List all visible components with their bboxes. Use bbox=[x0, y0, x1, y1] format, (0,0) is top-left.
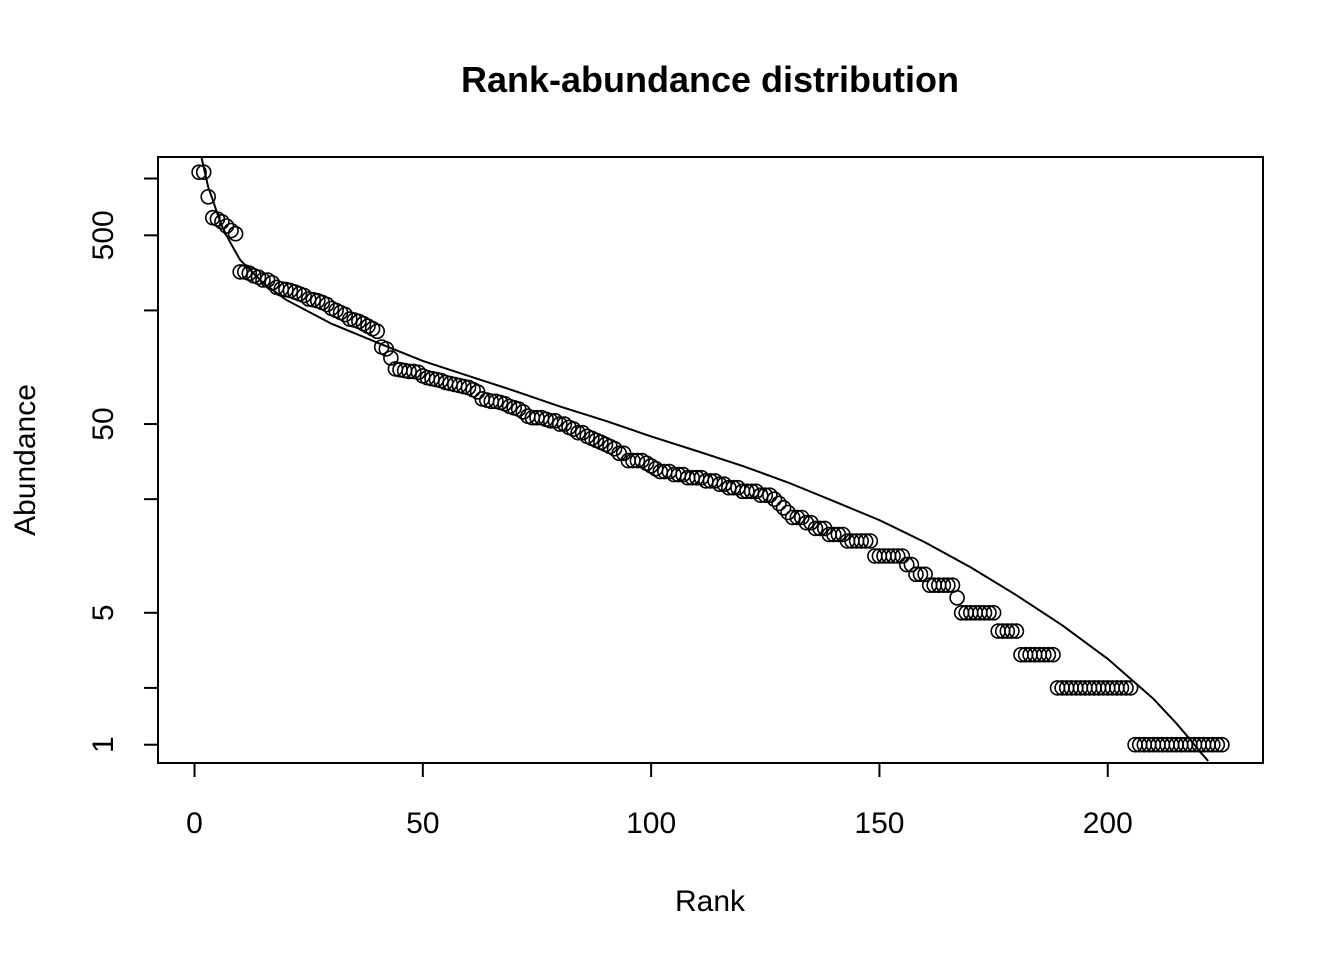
data-point bbox=[981, 604, 997, 621]
data-point bbox=[885, 548, 901, 564]
data-point bbox=[214, 214, 230, 230]
data-point bbox=[1214, 736, 1230, 753]
data-point bbox=[200, 189, 216, 205]
x-tick-label: 0 bbox=[186, 807, 203, 840]
data-point bbox=[862, 533, 879, 549]
data-point bbox=[752, 487, 769, 504]
data-point bbox=[515, 404, 532, 420]
data-point bbox=[191, 164, 207, 180]
data-point bbox=[775, 499, 792, 516]
data-point bbox=[789, 509, 806, 526]
data-point bbox=[766, 491, 783, 508]
data-point bbox=[255, 272, 271, 288]
data-point bbox=[547, 412, 564, 429]
data-point bbox=[940, 577, 956, 594]
data-point bbox=[857, 533, 874, 549]
data-point bbox=[1008, 623, 1025, 639]
data-point bbox=[250, 269, 267, 286]
data-point bbox=[762, 487, 778, 504]
y-tick-label: 5 bbox=[87, 604, 120, 621]
data-point bbox=[383, 350, 399, 366]
data-point bbox=[707, 473, 723, 489]
data-point bbox=[551, 416, 568, 432]
data-points-layer bbox=[191, 164, 1230, 753]
fitted-curve bbox=[200, 157, 1209, 762]
data-point bbox=[793, 509, 810, 526]
y-tick-label: 500 bbox=[87, 210, 120, 260]
data-point bbox=[1122, 680, 1139, 696]
data-point bbox=[757, 487, 774, 504]
data-point bbox=[949, 589, 965, 606]
x-tick-label: 150 bbox=[854, 807, 904, 840]
y-axis: 1 5 50 500 bbox=[87, 177, 159, 753]
data-point bbox=[976, 604, 993, 621]
data-point bbox=[296, 287, 312, 304]
data-point bbox=[1113, 680, 1130, 696]
x-axis: 0 50 100 150 200 bbox=[186, 762, 1133, 840]
x-tick-label: 100 bbox=[626, 807, 676, 840]
data-point bbox=[1205, 736, 1221, 753]
x-tick-label: 50 bbox=[406, 807, 439, 840]
data-point bbox=[1040, 646, 1057, 663]
data-point bbox=[1045, 646, 1061, 663]
data-point bbox=[218, 218, 235, 234]
data-point bbox=[935, 577, 952, 594]
data-point bbox=[771, 495, 787, 512]
data-point bbox=[1036, 646, 1052, 663]
data-point bbox=[784, 509, 801, 526]
y-axis-label: Abundance bbox=[9, 384, 42, 536]
data-point bbox=[780, 504, 796, 521]
data-point bbox=[195, 164, 212, 180]
data-point bbox=[999, 623, 1016, 639]
data-point bbox=[378, 341, 395, 357]
data-point bbox=[889, 548, 906, 564]
data-point bbox=[337, 306, 354, 323]
plot-frame bbox=[157, 156, 1264, 764]
data-point bbox=[223, 222, 239, 239]
data-point bbox=[565, 421, 582, 437]
chart-title: Rank-abundance distribution bbox=[461, 59, 959, 100]
data-point bbox=[410, 364, 427, 381]
data-point bbox=[903, 556, 920, 573]
data-point bbox=[369, 323, 386, 340]
data-point bbox=[606, 440, 623, 457]
y-tick-label: 50 bbox=[87, 407, 120, 440]
y-tick-label: 1 bbox=[87, 736, 120, 753]
data-point bbox=[574, 424, 591, 441]
data-point bbox=[629, 452, 646, 469]
x-axis-label: Rank bbox=[675, 885, 746, 918]
data-point bbox=[1209, 736, 1226, 753]
data-point bbox=[1118, 680, 1134, 696]
data-point bbox=[853, 533, 870, 549]
data-point bbox=[898, 556, 915, 573]
fitted-curve-layer bbox=[200, 157, 1209, 762]
data-point bbox=[570, 424, 586, 441]
data-point bbox=[798, 514, 815, 531]
data-point bbox=[1004, 623, 1020, 639]
data-point bbox=[401, 363, 417, 380]
data-point bbox=[556, 416, 573, 432]
data-point bbox=[894, 548, 911, 564]
x-tick-label: 200 bbox=[1083, 807, 1133, 840]
data-point bbox=[227, 225, 244, 242]
data-point bbox=[825, 526, 842, 543]
data-point bbox=[807, 520, 824, 537]
data-point bbox=[908, 566, 924, 583]
data-point bbox=[985, 604, 1002, 621]
data-point bbox=[912, 566, 929, 583]
data-point bbox=[917, 566, 933, 583]
